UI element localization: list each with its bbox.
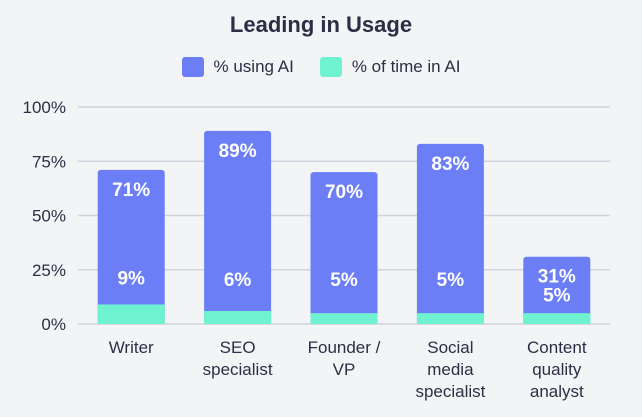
bar-using-ai — [416, 143, 484, 324]
bar-using-ai — [204, 130, 272, 324]
y-tick-label: 50% — [32, 207, 66, 226]
data-label-using-ai: 70% — [325, 182, 363, 203]
bar-time-in-ai — [523, 313, 591, 324]
y-tick-label: 25% — [32, 261, 66, 280]
bar-time-in-ai — [416, 313, 484, 324]
x-category-label: SEO specialist — [203, 338, 273, 379]
data-label-time-in-ai: 5% — [437, 270, 465, 291]
chart-title: Leading in Usage — [229, 12, 413, 37]
legend-item-time-in-ai: % of time in AI — [319, 57, 461, 77]
legend-label-time-in-ai: % of time in AI — [351, 57, 461, 76]
bar-using-ai — [523, 256, 591, 324]
legend-label-using-ai: % using AI — [213, 57, 294, 76]
legend-swatch-using-ai — [181, 57, 204, 77]
data-label-time-in-ai: 5% — [330, 270, 358, 291]
x-category-label: Content quality analyst — [527, 338, 587, 401]
y-tick-label: 0% — [41, 315, 66, 334]
data-label-using-ai: 31% — [538, 267, 576, 288]
bar-using-ai — [97, 169, 165, 324]
legend-swatch-time-in-ai — [319, 57, 342, 77]
bar-time-in-ai — [310, 313, 378, 324]
data-label-using-ai: 83% — [431, 154, 469, 175]
legend: % using AI % of time in AI — [0, 57, 642, 77]
legend-item-using-ai: % using AI — [181, 57, 294, 77]
data-label-time-in-ai: 9% — [117, 268, 145, 289]
data-label-time-in-ai: 6% — [224, 270, 252, 291]
bar-time-in-ai — [204, 310, 272, 324]
y-tick-label: 75% — [32, 152, 66, 171]
bar-using-ai — [310, 172, 378, 324]
y-tick-label: 100% — [23, 98, 66, 117]
x-category-label: Writer — [109, 338, 154, 357]
data-label-using-ai: 89% — [219, 141, 257, 162]
data-label-using-ai: 71% — [112, 180, 150, 201]
bar-time-in-ai — [97, 304, 165, 324]
data-label-time-in-ai: 5% — [543, 286, 571, 307]
x-category-label: Social media specialist — [415, 338, 485, 401]
x-category-label: Founder / VP — [308, 338, 381, 379]
